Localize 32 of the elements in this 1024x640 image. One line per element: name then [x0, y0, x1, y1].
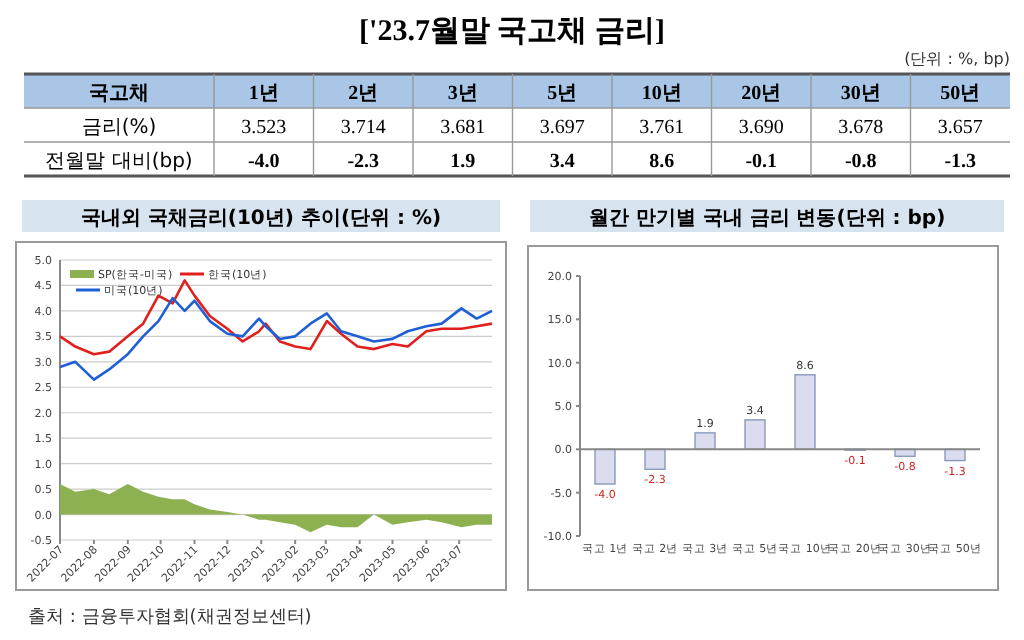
source-note: 출처 : 금융투자협회(채권정보센터) — [28, 608, 312, 628]
data-label: 3.657 — [937, 117, 983, 139]
data-label: -1.3 — [944, 151, 977, 173]
category-label: 30년 — [840, 83, 881, 105]
category-label: 5년 — [547, 83, 578, 105]
data-label: 3.678 — [838, 117, 884, 139]
text: ['23.7월말 국고채 금리] — [359, 16, 665, 48]
data-label: 3.523 — [241, 117, 287, 139]
data-label: 3.714 — [340, 117, 386, 139]
text: 전월말 대비(bp) — [45, 151, 193, 173]
data-label: 3.761 — [639, 117, 685, 139]
text: 국고채 — [89, 83, 149, 105]
category-label: 10년 — [641, 83, 682, 105]
data-label: 1.9 — [450, 151, 476, 173]
category-label: 50년 — [940, 83, 981, 105]
data-label: 3.4 — [549, 151, 575, 173]
data-label: 3.697 — [539, 117, 585, 139]
data-label: 3.681 — [440, 117, 486, 139]
data-label: -4.0 — [247, 151, 280, 173]
category-label: 20년 — [741, 83, 782, 105]
category-label: 2년 — [348, 83, 379, 105]
category-label: 1년 — [248, 83, 279, 105]
data-label: -0.8 — [844, 151, 877, 173]
chart-title: 국내외 국채금리(10년) 추이(단위 : %) — [80, 208, 442, 230]
data-label: -2.3 — [347, 151, 380, 173]
category-label: 3년 — [447, 83, 478, 105]
chart-title: 월간 만기별 국내 금리 변동(단위 : bp) — [588, 208, 946, 230]
text: (단위 : %, bp) — [904, 50, 1010, 68]
data-label: 3.690 — [738, 117, 784, 139]
text: 금리(%) — [81, 117, 157, 139]
data-label: -0.1 — [745, 151, 778, 173]
data-label: 8.6 — [649, 151, 675, 173]
